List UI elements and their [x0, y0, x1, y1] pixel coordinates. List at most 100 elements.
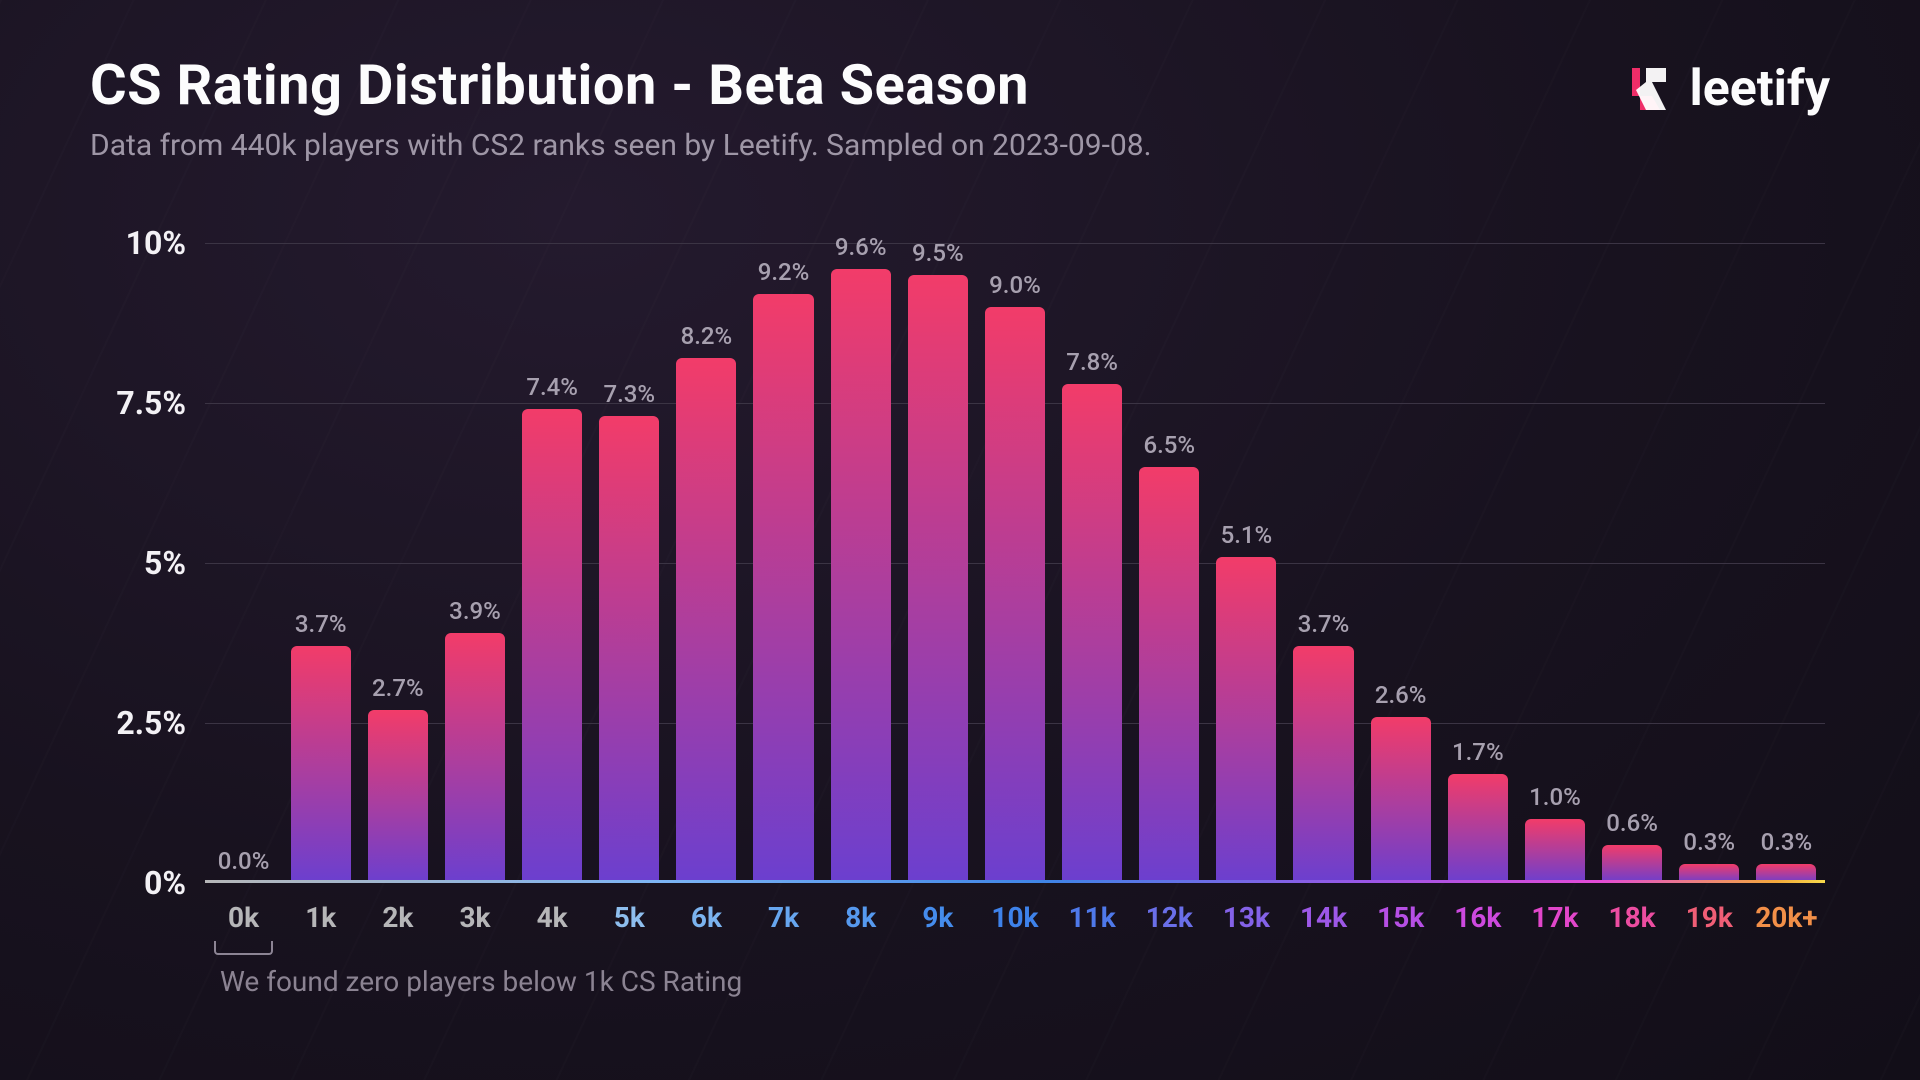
- x-tick-label: 1k: [282, 901, 359, 934]
- bar: 6.5%: [1139, 467, 1199, 883]
- bracket-slot: [1671, 941, 1748, 963]
- x-tick-label: 9k: [899, 901, 976, 934]
- x-tick-label: 18k: [1594, 901, 1671, 934]
- bar-slot: 0.3%: [1748, 243, 1825, 883]
- bar-value-label: 0.3%: [1683, 828, 1735, 856]
- bar: 1.0%: [1525, 819, 1585, 883]
- bar-value-label: 3.7%: [1298, 610, 1350, 638]
- bar-slot: 2.7%: [359, 243, 436, 883]
- x-tick-label: 14k: [1285, 901, 1362, 934]
- page-subtitle: Data from 440k players with CS2 ranks se…: [90, 128, 1152, 163]
- bar-value-label: 9.5%: [912, 239, 964, 267]
- page: CS Rating Distribution - Beta Season Dat…: [0, 0, 1920, 1080]
- bracket-slot: [899, 941, 976, 963]
- title-block: CS Rating Distribution - Beta Season Dat…: [90, 52, 1152, 163]
- x-tick-label: 7k: [745, 901, 822, 934]
- bar: 7.8%: [1062, 384, 1122, 883]
- bar: 9.6%: [831, 269, 891, 883]
- bracket-slot: [1054, 941, 1131, 963]
- bar-slot: 0.0%: [205, 243, 282, 883]
- bar-value-label: 9.2%: [758, 258, 810, 286]
- x-tick-label: 3k: [436, 901, 513, 934]
- bar: 9.0%: [985, 307, 1045, 883]
- bar-slot: 3.7%: [282, 243, 359, 883]
- x-tick-label: 11k: [1054, 901, 1131, 934]
- bar: 7.4%: [522, 409, 582, 883]
- bar-slot: 7.8%: [1054, 243, 1131, 883]
- bar-value-label: 3.7%: [295, 610, 347, 638]
- bar: 1.7%: [1448, 774, 1508, 883]
- bar: 7.3%: [599, 416, 659, 883]
- bar: 3.7%: [291, 646, 351, 883]
- y-tick-label: 5%: [144, 544, 186, 582]
- plot-area: 0.0%3.7%2.7%3.9%7.4%7.3%8.2%9.2%9.6%9.5%…: [205, 243, 1825, 883]
- bar: 5.1%: [1216, 557, 1276, 883]
- bracket-slot: [1208, 941, 1285, 963]
- bar-slot: 9.2%: [745, 243, 822, 883]
- bracket-slot: [359, 941, 436, 963]
- bar: 2.6%: [1371, 717, 1431, 883]
- bar-slot: 6.5%: [1131, 243, 1208, 883]
- bar-value-label: 7.8%: [1066, 348, 1118, 376]
- bar: 3.7%: [1293, 646, 1353, 883]
- bar: 8.2%: [676, 358, 736, 883]
- bracket-row: [205, 941, 1825, 963]
- bracket-slot: [1748, 941, 1825, 963]
- baseline: [205, 880, 1825, 883]
- x-tick-label: 8k: [822, 901, 899, 934]
- y-tick-label: 10%: [126, 224, 186, 262]
- y-tick-label: 0%: [144, 864, 186, 902]
- bar-slot: 0.6%: [1594, 243, 1671, 883]
- bar-slot: 7.3%: [591, 243, 668, 883]
- x-tick-label: 13k: [1208, 901, 1285, 934]
- x-tick-label: 15k: [1362, 901, 1439, 934]
- bar-slot: 0.3%: [1671, 243, 1748, 883]
- bar-value-label: 3.9%: [449, 597, 501, 625]
- bar-slot: 9.0%: [976, 243, 1053, 883]
- bar-slot: 2.6%: [1362, 243, 1439, 883]
- bar-value-label: 0.3%: [1761, 828, 1813, 856]
- bracket-slot: [282, 941, 359, 963]
- y-tick-label: 2.5%: [116, 704, 186, 742]
- x-tick-label: 4k: [514, 901, 591, 934]
- bracket-slot: [514, 941, 591, 963]
- bar: 0.6%: [1602, 845, 1662, 883]
- leetify-logo-icon: [1616, 62, 1674, 116]
- bracket-slot: [591, 941, 668, 963]
- footnote: We found zero players below 1k CS Rating: [220, 965, 742, 998]
- bar-slot: 9.5%: [899, 243, 976, 883]
- chart: 0%2.5%5%7.5%10% 0.0%3.7%2.7%3.9%7.4%7.3%…: [90, 243, 1830, 883]
- bar-slot: 1.7%: [1439, 243, 1516, 883]
- x-tick-label: 19k: [1671, 901, 1748, 934]
- logo-text: leetify: [1690, 60, 1830, 118]
- bracket-slot: [745, 941, 822, 963]
- bracket-icon: [214, 941, 273, 955]
- bracket-slot: [1362, 941, 1439, 963]
- bar-value-label: 0.6%: [1606, 809, 1658, 837]
- bar-slot: 3.7%: [1285, 243, 1362, 883]
- y-tick-label: 7.5%: [116, 384, 186, 422]
- bar-slot: 1.0%: [1516, 243, 1593, 883]
- x-axis-labels: 0k1k2k3k4k5k6k7k8k9k10k11k12k13k14k15k16…: [205, 901, 1825, 934]
- x-tick-label: 6k: [668, 901, 745, 934]
- bar-value-label: 2.7%: [372, 674, 424, 702]
- bracket-slot: [1439, 941, 1516, 963]
- bar-value-label: 8.2%: [681, 322, 733, 350]
- bracket-slot: [1516, 941, 1593, 963]
- bar-slot: 8.2%: [668, 243, 745, 883]
- bar: 3.9%: [445, 633, 505, 883]
- bar: 2.7%: [368, 710, 428, 883]
- x-tick-label: 12k: [1131, 901, 1208, 934]
- x-tick-label: 10k: [976, 901, 1053, 934]
- bracket-slot: [668, 941, 745, 963]
- y-axis-labels: 0%2.5%5%7.5%10%: [90, 243, 200, 883]
- x-tick-label: 16k: [1439, 901, 1516, 934]
- bracket-slot: [1131, 941, 1208, 963]
- bars: 0.0%3.7%2.7%3.9%7.4%7.3%8.2%9.2%9.6%9.5%…: [205, 243, 1825, 883]
- bracket-slot: [205, 941, 282, 963]
- bar-value-label: 7.4%: [526, 373, 578, 401]
- bar-value-label: 7.3%: [603, 380, 655, 408]
- page-title: CS Rating Distribution - Beta Season: [90, 52, 1152, 118]
- bracket-slot: [822, 941, 899, 963]
- bar-value-label: 1.0%: [1529, 783, 1581, 811]
